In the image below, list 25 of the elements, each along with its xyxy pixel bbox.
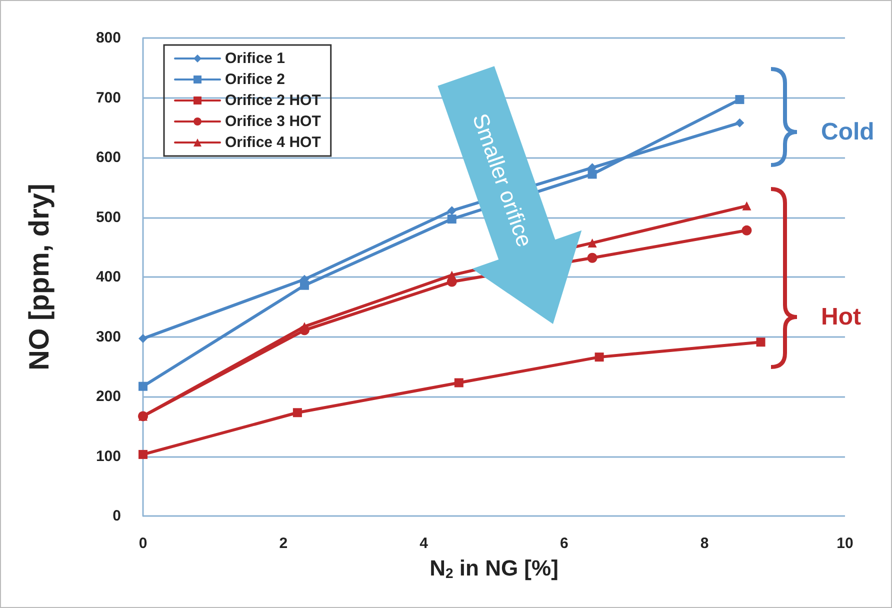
y-tick-label: 800: [96, 30, 121, 46]
x-axis-title: N2 in NG [%]: [430, 556, 558, 581]
y-tick-label: 600: [96, 149, 121, 166]
annotation: Hot: [821, 304, 861, 330]
legend-label: Orifice 4 HOT: [225, 134, 321, 151]
legend-label: Orifice 1: [225, 50, 286, 67]
legend-label: Orifice 3 HOT: [225, 113, 321, 130]
x-tick-label: 10: [836, 535, 854, 552]
annotation: Smaller orifice: [468, 110, 538, 250]
y-tick-label: 200: [96, 388, 121, 405]
y-tick-label: 100: [96, 448, 121, 465]
legend-label: Orifice 2 HOT: [225, 92, 321, 109]
y-tick-label: 700: [96, 89, 121, 106]
y-tick-label: 0: [112, 508, 121, 524]
x-tick-label: 4: [420, 535, 429, 552]
x-tick-label: 0: [138, 535, 148, 552]
legend-label: Orifice 2: [225, 71, 286, 88]
y-tick-label: 500: [96, 208, 121, 226]
x-tick-label: 6: [560, 535, 568, 552]
annotation: Cold: [821, 118, 874, 146]
y-tick-label: 400: [96, 268, 121, 286]
y-axis-title: NO [ppm, dry]: [24, 184, 54, 370]
x-tick-label: 2: [279, 535, 288, 552]
y-tick-label: 300: [96, 328, 121, 346]
x-tick-label: 8: [700, 535, 709, 552]
